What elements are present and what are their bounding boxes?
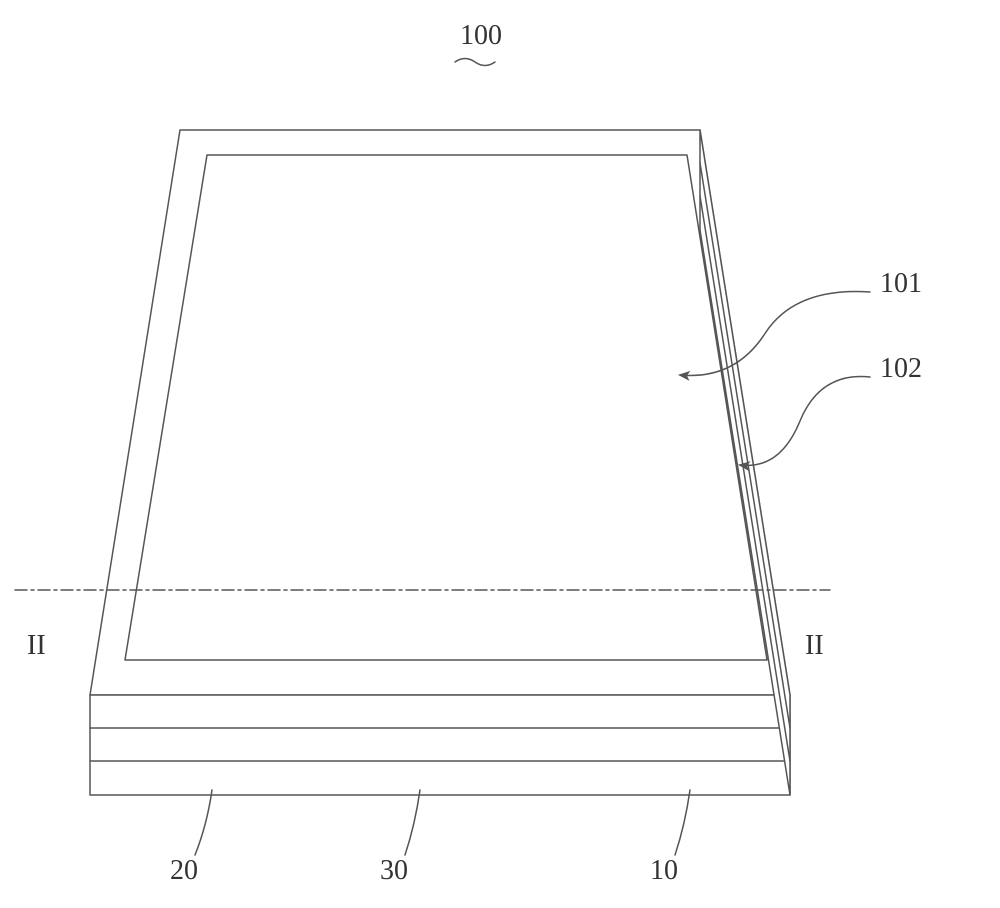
label-102: 102 [880, 353, 922, 385]
label-10: 10 [650, 855, 678, 887]
section-mark-right: II [805, 630, 824, 662]
front-face [90, 695, 790, 795]
label-20: 20 [170, 855, 198, 887]
label-101: 101 [880, 268, 922, 300]
tilde-mark [455, 59, 495, 66]
bottom-leader [195, 790, 212, 855]
label-30: 30 [380, 855, 408, 887]
bottom-leader [405, 790, 420, 855]
inner-face [125, 155, 767, 660]
diagram-svg [0, 0, 1000, 908]
section-mark-left: II [27, 630, 46, 662]
bottom-leader [675, 790, 690, 855]
label-100: 100 [460, 20, 502, 52]
callout-arrow-102 [740, 377, 870, 466]
